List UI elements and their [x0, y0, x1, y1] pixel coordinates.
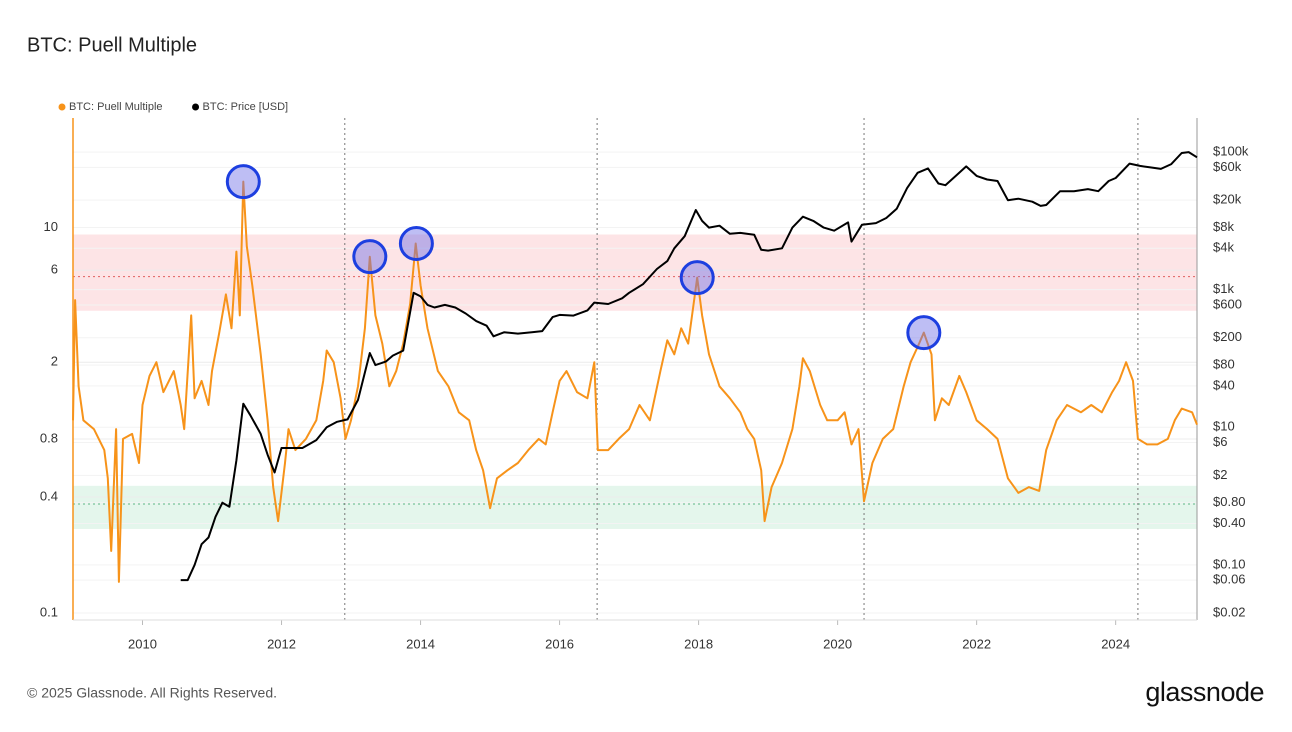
y2-tick-label: $0.40 [1213, 515, 1246, 530]
x-tick-label: 2018 [684, 636, 713, 651]
y2-tick-label: $4k [1213, 240, 1234, 255]
x-tick-label: 2022 [962, 636, 991, 651]
zone-band [73, 485, 1197, 529]
copyright: © 2025 Glassnode. All Rights Reserved. [27, 685, 277, 701]
y-tick-label: 0.8 [40, 430, 58, 445]
y-tick-label: 0.4 [40, 488, 58, 503]
y2-tick-label: $40 [1213, 377, 1235, 392]
legend-swatch [58, 103, 66, 111]
y-tick-label: 6 [51, 262, 58, 277]
y-tick-label: 2 [51, 354, 58, 369]
legend-label: BTC: Price [USD] [203, 101, 289, 113]
peak-highlight [225, 164, 261, 200]
legend-label: BTC: Puell Multiple [69, 101, 163, 113]
y2-tick-label: $0.02 [1213, 604, 1246, 619]
x-tick-label: 2010 [128, 636, 157, 651]
y2-tick-label: $60k [1213, 159, 1242, 174]
series-line [72, 180, 1198, 583]
y2-tick-label: $6 [1213, 434, 1227, 449]
y-tick-label: 10 [44, 219, 58, 234]
series-line [180, 151, 1198, 582]
y2-tick-label: $1k [1213, 281, 1234, 296]
y2-tick-label: $0.80 [1213, 494, 1246, 509]
x-tick-label: 2014 [406, 636, 435, 651]
plot-area: 0.1 0.4 0.8 2 6 10 $100k$60k $20k $8k $4k $1k$600 $… [40, 118, 1249, 651]
peak-highlight [679, 260, 715, 296]
y2-tick-label: $10 [1213, 419, 1235, 434]
peak-highlight [398, 226, 434, 262]
x-tick-label: 2012 [267, 636, 296, 651]
y2-tick-label: $80 [1213, 357, 1235, 372]
y-tick-label: 0.1 [40, 604, 58, 619]
y2-tick-label: $600 [1213, 296, 1242, 311]
peak-highlight [906, 315, 942, 351]
x-tick-label: 2020 [823, 636, 852, 651]
chart-title: BTC: Puell Multiple [27, 34, 197, 56]
x-tick-label: 2016 [545, 636, 574, 651]
y2-tick-label: $200 [1213, 329, 1242, 344]
y2-tick-label: $0.10 [1213, 556, 1246, 571]
y2-tick-label: $100k [1213, 144, 1249, 159]
brand-logo: glassnode [1145, 677, 1264, 707]
y2-tick-label: $2 [1213, 467, 1227, 482]
y2-tick-label: $20k [1213, 192, 1242, 207]
y2-tick-label: $8k [1213, 219, 1234, 234]
y2-tick-label: $0.06 [1213, 572, 1246, 587]
legend-swatch [192, 103, 200, 111]
peak-highlight [352, 239, 388, 275]
zone-band [73, 234, 1197, 311]
x-tick-label: 2024 [1101, 636, 1130, 651]
